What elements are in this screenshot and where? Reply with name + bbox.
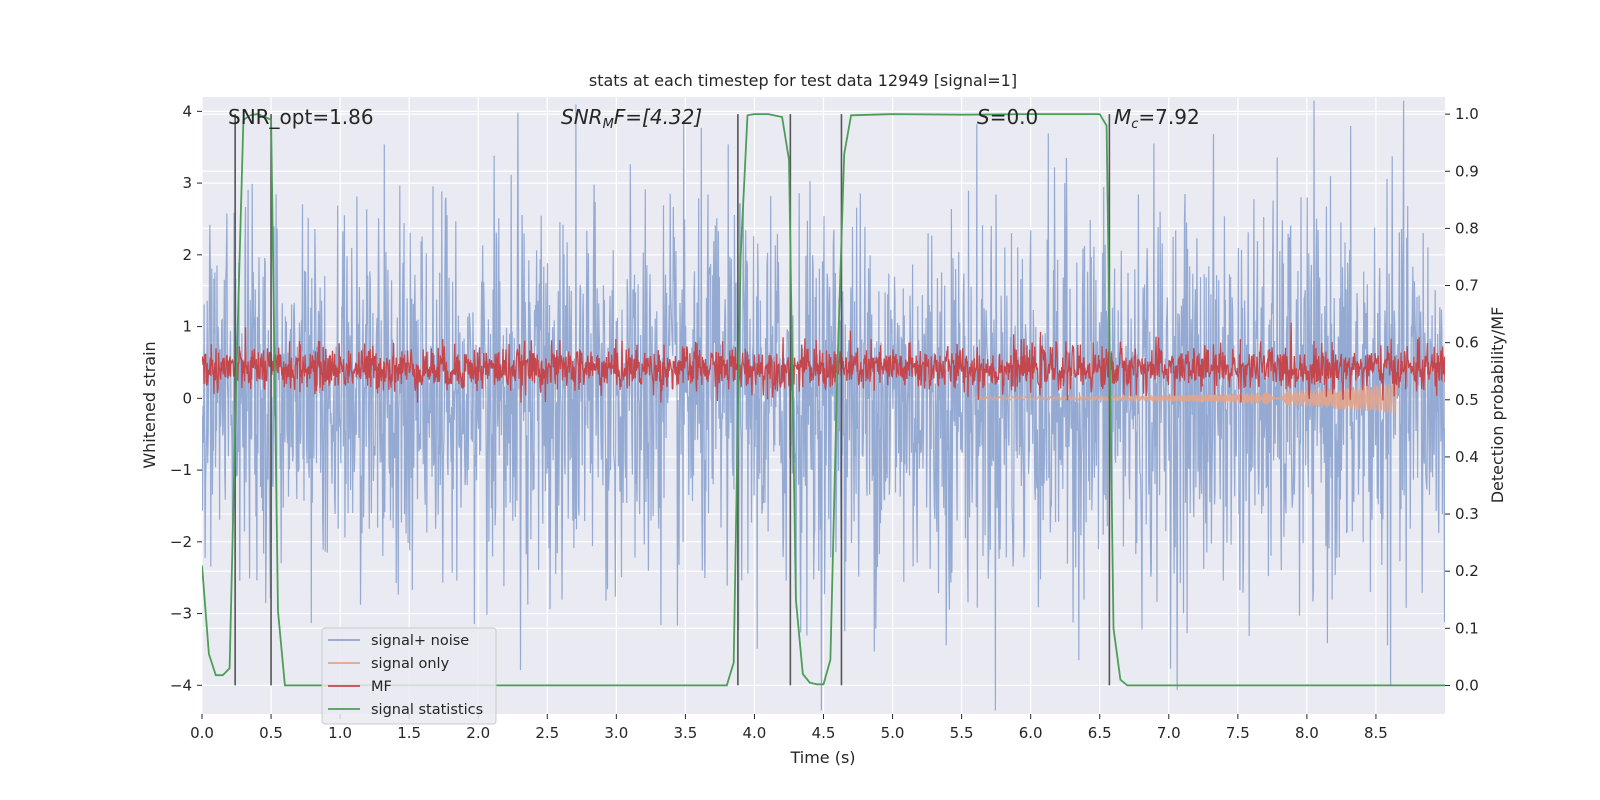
right-tick-label-9: 0.9 xyxy=(1455,162,1479,180)
x-tick-label-8: 4.0 xyxy=(743,724,767,742)
x-tick-label-14: 7.0 xyxy=(1157,724,1181,742)
x-tick-label-9: 4.5 xyxy=(812,724,836,742)
right-y-axis-ticks: 0.0 0.1 0.2 0.3 0.4 0.5 0.6 0.7 0.8 0.9 1.0 xyxy=(1445,105,1479,694)
x-tick-label-10: 5.0 xyxy=(881,724,905,742)
legend-label-signal-statistics: signal statistics xyxy=(371,702,483,718)
x-tick-label-6: 3.0 xyxy=(604,724,628,742)
left-tick-label-4: 0 xyxy=(182,389,192,407)
x-axis-label: Time (s) xyxy=(789,748,855,767)
mf-line xyxy=(202,322,1445,403)
left-tick-label-0: −4 xyxy=(170,676,192,694)
left-tick-label-7: 3 xyxy=(182,174,192,192)
x-tick-label-11: 5.5 xyxy=(950,724,974,742)
left-tick-label-2: −2 xyxy=(170,533,192,551)
left-tick-label-6: 2 xyxy=(182,246,192,264)
x-tick-label-7: 3.5 xyxy=(673,724,697,742)
right-y-axis-label: Detection probability/MF xyxy=(1488,307,1507,504)
right-tick-label-8: 0.8 xyxy=(1455,219,1479,237)
right-tick-label-5: 0.5 xyxy=(1455,391,1479,409)
x-tick-label-16: 8.0 xyxy=(1295,724,1319,742)
signal-only-line xyxy=(974,382,1398,414)
x-tick-label-3: 1.5 xyxy=(397,724,421,742)
signal-statistics-line xyxy=(202,113,1445,687)
annotation-mc: Mc=7.92 xyxy=(1114,105,1200,132)
series-signal-only xyxy=(974,382,1398,414)
x-tick-label-1: 0.5 xyxy=(259,724,283,742)
series-mf xyxy=(202,322,1445,403)
x-tick-label-15: 7.5 xyxy=(1226,724,1250,742)
right-tick-label-6: 0.6 xyxy=(1455,334,1479,352)
right-tick-label-7: 0.7 xyxy=(1455,277,1479,295)
right-tick-label-4: 0.4 xyxy=(1455,448,1479,466)
x-axis-ticks: 0.0 0.5 1.0 1.5 2.0 2.5 3.0 3.5 4.0 4.5 5.0 5.5 6.0 6… xyxy=(190,714,1388,742)
left-y-axis-label: Whitened strain xyxy=(140,341,159,468)
series-signal-statistics xyxy=(202,113,1445,687)
right-tick-label-3: 0.3 xyxy=(1455,505,1479,523)
annotation-s: S=0.0 xyxy=(977,105,1038,129)
x-tick-label-12: 6.0 xyxy=(1019,724,1043,742)
annotation-snr-mf: SNRMF=[4.32] xyxy=(561,105,702,132)
left-tick-label-3: −1 xyxy=(170,461,192,479)
x-tick-label-13: 6.5 xyxy=(1088,724,1112,742)
legend-label-signal-noise: signal+ noise xyxy=(371,633,469,649)
chart-title: stats at each timestep for test data 129… xyxy=(589,71,1017,90)
x-tick-label-17: 8.5 xyxy=(1364,724,1388,742)
annotation-snr-opt: SNR_opt=1.86 xyxy=(228,105,374,129)
legend-label-signal-only: signal only xyxy=(371,656,450,672)
legend: signal+ noise signal only MF signal stat… xyxy=(321,627,497,725)
x-tick-label-2: 1.0 xyxy=(328,724,352,742)
x-tick-label-0: 0.0 xyxy=(190,724,214,742)
x-tick-label-5: 2.5 xyxy=(535,724,559,742)
right-tick-label-10: 1.0 xyxy=(1455,105,1479,123)
legend-box xyxy=(321,627,497,725)
x-tick-label-4: 2.0 xyxy=(466,724,490,742)
right-tick-label-0: 0.0 xyxy=(1455,676,1479,694)
left-tick-label-1: −3 xyxy=(170,605,192,623)
right-tick-label-1: 0.1 xyxy=(1455,619,1479,637)
left-y-axis-ticks: −4 −3 −2 −1 0 1 2 3 4 xyxy=(170,102,202,694)
left-tick-label-8: 4 xyxy=(182,102,192,120)
legend-label-mf: MF xyxy=(371,679,392,695)
left-tick-label-5: 1 xyxy=(182,318,192,336)
right-tick-label-2: 0.2 xyxy=(1455,562,1479,580)
